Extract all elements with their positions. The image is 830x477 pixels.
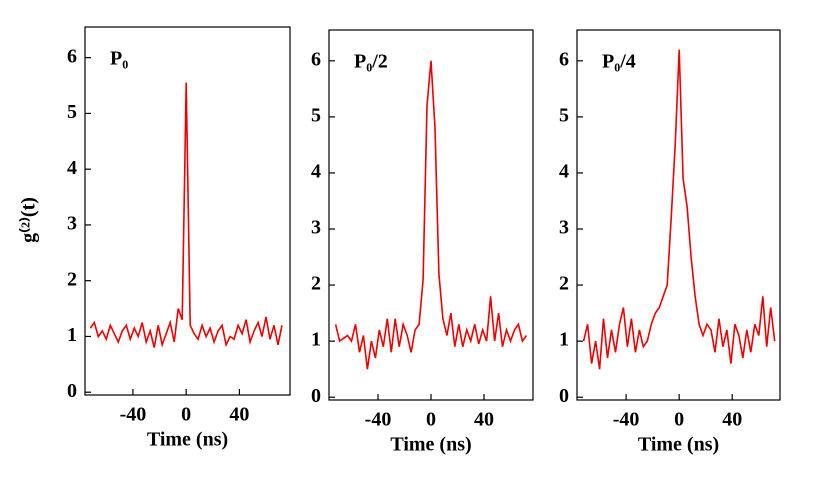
y-axis-label: g⁽²⁾(t) xyxy=(18,197,40,243)
x-tick-label: 0 xyxy=(426,409,436,431)
y-tick-label: 4 xyxy=(559,161,569,183)
y-tick-label: 4 xyxy=(67,157,77,179)
y-tick-label: 5 xyxy=(559,104,569,126)
y-tick-label: 4 xyxy=(311,161,321,183)
x-axis-label: Time (ns) xyxy=(638,434,719,456)
y-tick-label: 6 xyxy=(311,48,321,70)
x-tick-label: 0 xyxy=(674,409,684,431)
y-tick-label: 2 xyxy=(67,268,77,290)
plot-frame xyxy=(576,29,781,401)
y-tick-label: 1 xyxy=(311,329,321,351)
plot-frame xyxy=(84,26,291,396)
y-tick-label: 0 xyxy=(67,380,77,402)
x-tick-label: -40 xyxy=(120,404,147,426)
y-tick-label: 3 xyxy=(311,217,321,239)
x-tick-label: -40 xyxy=(613,409,640,431)
x-tick-label: -40 xyxy=(365,409,392,431)
y-tick-label: 0 xyxy=(311,385,321,407)
y-tick-label: 3 xyxy=(559,217,569,239)
x-tick-label: 40 xyxy=(474,409,494,431)
x-axis-label: Time (ns) xyxy=(147,429,228,451)
x-axis-label: Time (ns) xyxy=(390,434,471,456)
y-tick-label: 1 xyxy=(559,329,569,351)
y-tick-label: 3 xyxy=(67,213,77,235)
y-tick-label: 1 xyxy=(67,324,77,346)
y-tick-label: 5 xyxy=(311,104,321,126)
data-line xyxy=(334,60,528,370)
panel-title: P₀ xyxy=(110,48,128,70)
y-tick-label: 6 xyxy=(67,45,77,67)
y-tick-label: 6 xyxy=(559,48,569,70)
y-tick-label: 2 xyxy=(559,273,569,295)
y-tick-label: 2 xyxy=(311,273,321,295)
y-tick-label: 0 xyxy=(559,385,569,407)
panel-title: P₀/4 xyxy=(602,51,636,73)
y-tick-label: 5 xyxy=(67,101,77,123)
x-tick-label: 0 xyxy=(181,404,191,426)
x-tick-label: 40 xyxy=(722,409,742,431)
panel-title: P₀/2 xyxy=(354,51,388,73)
x-tick-label: 40 xyxy=(229,404,249,426)
data-line xyxy=(89,82,283,348)
data-line xyxy=(582,49,776,370)
